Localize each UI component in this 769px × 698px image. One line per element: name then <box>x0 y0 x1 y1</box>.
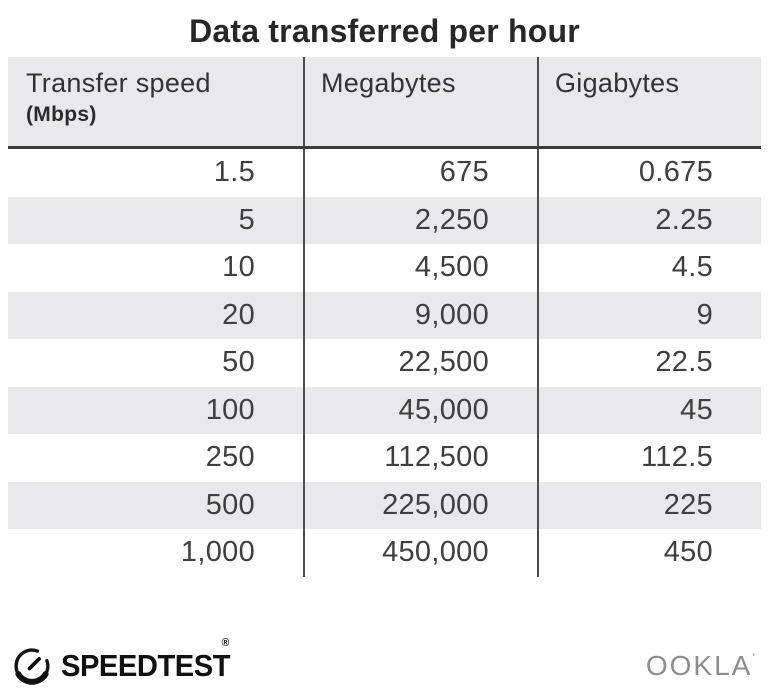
cell-transfer-speed: 1,000 <box>180 536 255 569</box>
table-row: 10 4,500 4.5 <box>8 244 761 292</box>
page-title: Data transferred per hour <box>189 13 580 49</box>
column-header-label: Transfer speed <box>26 68 211 98</box>
speedtest-wordmark: SPEEDTEST® <box>61 637 237 684</box>
cell-transfer-speed: 10 <box>222 251 255 284</box>
cell-megabytes: 9,000 <box>303 291 537 339</box>
column-header-label: Gigabytes <box>555 68 680 98</box>
cell-megabytes: 22,500 <box>303 339 537 387</box>
cell-gigabytes: 4.5 <box>537 244 761 292</box>
column-header-megabytes: Megabytes <box>303 57 537 146</box>
cell-gigabytes: 45 <box>537 386 761 434</box>
cell-transfer-speed: 250 <box>205 441 255 474</box>
cell-gigabytes: 0.675 <box>537 149 761 197</box>
cell-gigabytes: 22.5 <box>537 339 761 387</box>
table-row: 500 225,000 225 <box>8 481 761 529</box>
cell-gigabytes: 2.25 <box>537 196 761 244</box>
cell-gigabytes: 9 <box>537 291 761 339</box>
table-row: 1,000 450,000 450 <box>8 529 761 577</box>
cell-megabytes: 112,500 <box>303 434 537 482</box>
column-header-unit: (Mbps) <box>26 103 97 126</box>
cell-transfer-speed: 100 <box>205 393 255 426</box>
speedtest-wordmark-text: SPEEDTEST <box>61 648 231 683</box>
cell-megabytes: 450,000 <box>303 529 537 577</box>
cell-megabytes: 2,250 <box>303 196 537 244</box>
data-table: Transfer speed (Mbps) Megabytes Gigabyte… <box>8 57 761 577</box>
column-header-gigabytes: Gigabytes <box>537 57 761 146</box>
table-body: 1.5 675 0.675 5 2,250 2.25 10 4,500 4.5 … <box>8 149 761 577</box>
table-row: 5 2,250 2.25 <box>8 196 761 244</box>
cell-gigabytes: 225 <box>537 481 761 529</box>
cell-megabytes: 225,000 <box>303 481 537 529</box>
registered-trademark-symbol: ® <box>221 637 230 649</box>
column-header-transfer-speed: Transfer speed (Mbps) <box>8 57 303 146</box>
table-row: 250 112,500 112.5 <box>8 434 761 482</box>
cell-megabytes: 4,500 <box>303 244 537 292</box>
cell-transfer-speed: 50 <box>222 346 255 379</box>
cell-transfer-speed: 1.5 <box>213 156 255 189</box>
cell-megabytes: 675 <box>303 149 537 197</box>
table-row: 20 9,000 9 <box>8 291 761 339</box>
ookla-wordmark: OOKLA <box>645 650 753 681</box>
cell-transfer-speed: 5 <box>238 203 255 236</box>
table-row: 1.5 675 0.675 <box>8 149 761 197</box>
table-row: 50 22,500 22.5 <box>8 339 761 387</box>
footer-branding: SPEEDTEST® OOKLA ’ <box>12 637 755 690</box>
table-row: 100 45,000 45 <box>8 386 761 434</box>
cell-gigabytes: 450 <box>537 529 761 577</box>
table-header-row: Transfer speed (Mbps) Megabytes Gigabyte… <box>8 57 761 149</box>
ookla-trademark-symbol: ’ <box>752 651 755 665</box>
speedtest-gauge-icon <box>14 648 50 685</box>
cell-transfer-speed: 20 <box>222 298 255 331</box>
column-header-label: Megabytes <box>321 68 456 98</box>
speedtest-logo: SPEEDTEST® <box>12 637 248 686</box>
cell-gigabytes: 112.5 <box>537 434 761 482</box>
cell-transfer-speed: 500 <box>205 488 255 521</box>
cell-megabytes: 45,000 <box>303 386 537 434</box>
ookla-logo: OOKLA ’ <box>646 650 755 682</box>
